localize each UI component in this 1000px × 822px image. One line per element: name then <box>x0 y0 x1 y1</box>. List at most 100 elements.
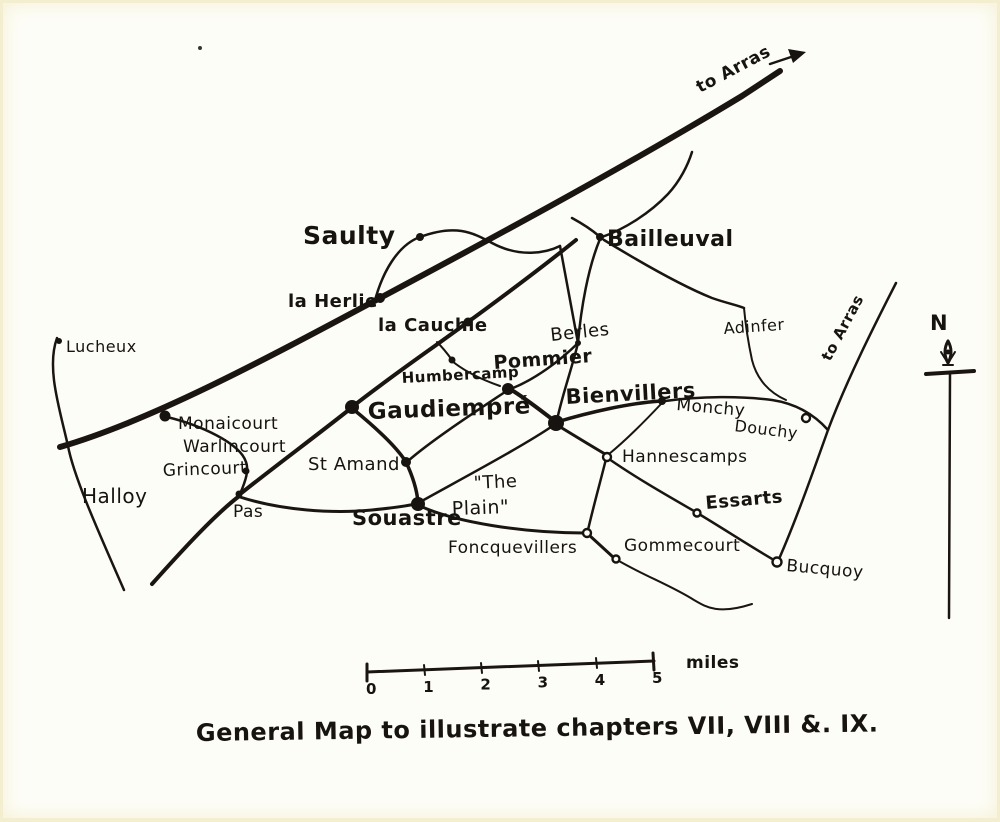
town-dots-layer <box>56 233 812 568</box>
road-humbercamp-pommier <box>451 360 501 387</box>
road-label-to-arras-right: to Arras <box>818 292 868 364</box>
scale-tick-labels: 0 1 2 3 4 5 <box>366 669 663 698</box>
town-dot-la-herlie <box>375 293 385 303</box>
town-label-pommier: Pommier <box>493 345 593 374</box>
photo-speck <box>198 46 202 50</box>
scale-bar-line <box>365 659 656 674</box>
scale-tick-4: 4 <box>595 671 606 689</box>
town-dot-bucquoy <box>771 556 783 568</box>
town-label-pas: Pas <box>233 502 263 522</box>
road-bailleuval-berles <box>576 237 602 345</box>
road-main-arras <box>57 68 783 450</box>
town-label-gaudiempre: Gaudiempré <box>367 393 531 425</box>
town-label-la-herlie: la Herlie <box>288 291 378 312</box>
road-saulty-berles <box>558 244 580 345</box>
town-dot-bienvillers <box>548 415 564 431</box>
road-souastre-bienvillers <box>418 423 556 504</box>
town-dot-gaudiempre <box>345 400 359 414</box>
town-label-monaicourt: Monaicourt <box>178 414 278 434</box>
road-bailleuval-adinfer <box>602 238 746 310</box>
compass-staff <box>947 372 952 620</box>
scale-bar: 0 1 2 3 4 5 miles <box>365 651 740 698</box>
road-right-arras <box>777 281 898 561</box>
town-label-foncquevillers: Foncquevillers <box>448 538 577 558</box>
scale-tick-5: 5 <box>652 669 663 687</box>
road-hannescamps-foncquevillers <box>586 457 608 532</box>
town-label-lucheux: Lucheux <box>66 337 137 356</box>
town-label-grincourt: Grincourt <box>162 458 247 481</box>
town-label-douchy: Douchy <box>734 416 799 443</box>
town-dot-monchy <box>658 397 666 405</box>
road-bailleuval-spur <box>570 216 601 238</box>
town-label-hannescamps: Hannescamps <box>622 447 748 467</box>
road-berles-bienvillers <box>555 341 580 422</box>
town-dot-essarts <box>692 508 702 518</box>
town-dot-lucheux <box>56 338 62 344</box>
road-bienvillers-monchy <box>555 399 663 424</box>
town-dot-grincourt <box>242 467 250 475</box>
road-saulty-loop <box>372 229 562 306</box>
town-label-st-amand: St Amand <box>308 454 400 475</box>
town-label-halloy: Halloy <box>82 484 147 508</box>
scale-tick-2: 2 <box>480 676 491 694</box>
town-dot-gommecourt <box>611 554 621 564</box>
town-dot-foncquevillers <box>581 527 593 539</box>
fleur-de-lis-icon <box>940 339 956 366</box>
town-dot-douchy <box>800 412 812 424</box>
north-indicator: N <box>924 311 976 620</box>
road-pas-monaicourt <box>165 415 249 496</box>
town-label-saulty: Saulty <box>303 221 396 250</box>
town-label-bucquoy: Bucquoy <box>786 556 865 583</box>
town-dot-pas <box>235 490 243 498</box>
road-gommecourt-southeast <box>618 560 753 611</box>
road-lucheux-halloy <box>51 336 126 592</box>
scale-tick-0: 0 <box>366 680 377 698</box>
map-caption: General Map to illustrate chapters VII, … <box>196 709 879 747</box>
scale-tick-1: 1 <box>423 678 434 696</box>
town-dot-souastre <box>411 497 425 511</box>
road-pommier-stamand <box>406 388 510 463</box>
road-adinfer-south <box>743 307 787 401</box>
road-pas-souastre <box>238 495 418 513</box>
scale-unit-label: miles <box>686 653 740 673</box>
town-label-gommecourt: Gommecourt <box>624 536 740 556</box>
town-label-essarts: Essarts <box>705 486 784 514</box>
road-pas-gaudiempre <box>237 407 352 497</box>
town-dot-st-amand <box>401 457 411 467</box>
town-dot-pommier <box>502 383 514 395</box>
road-foncquevillers-gommecourt <box>587 533 615 559</box>
town-label-berles: Berles <box>549 319 610 346</box>
town-dot-humbercamp <box>448 356 456 364</box>
map-photo-background: N 0 1 2 3 4 5 miles Saulty la Herlie la Cauchie… <box>3 3 997 818</box>
town-dot-saulty <box>416 233 424 241</box>
town-label-adinfer: Adinfer <box>723 315 785 338</box>
road-monchy-hannescamps <box>608 403 662 455</box>
road-souastre-foncquevillers <box>418 504 586 535</box>
town-label-souastre: Souastre <box>352 506 462 530</box>
town-label-bailleuval: Bailleuval <box>607 227 734 252</box>
town-label-warlincourt: Warlincourt <box>183 437 286 457</box>
road-label-to-arras-top: to Arras <box>693 42 774 98</box>
road-pas-southwest <box>150 495 240 586</box>
town-label-la-cauchie: la Cauchie <box>378 315 488 336</box>
road-bienvillers-hannescamps <box>555 423 607 456</box>
town-dot-monaicourt <box>159 410 171 422</box>
compass-crossbar <box>924 369 976 376</box>
compass-north-label: N <box>930 311 948 335</box>
road-bailleuval-north <box>600 150 694 239</box>
scale-tick-3: 3 <box>538 673 549 691</box>
annotation-the-plain-line-1: Plain" <box>451 496 509 520</box>
road-berles-pommier <box>511 341 580 390</box>
town-dot-la-cauchie <box>463 317 473 327</box>
town-dot-hannescamps <box>601 451 613 463</box>
annotation-the-plain-line-0: "The <box>473 471 518 494</box>
town-dot-berles <box>575 340 581 346</box>
road-humbercamp-up <box>436 341 453 361</box>
arrow-head-icon <box>788 49 806 63</box>
town-dot-bailleuval <box>596 233 604 241</box>
road-monchy-east <box>663 395 830 432</box>
